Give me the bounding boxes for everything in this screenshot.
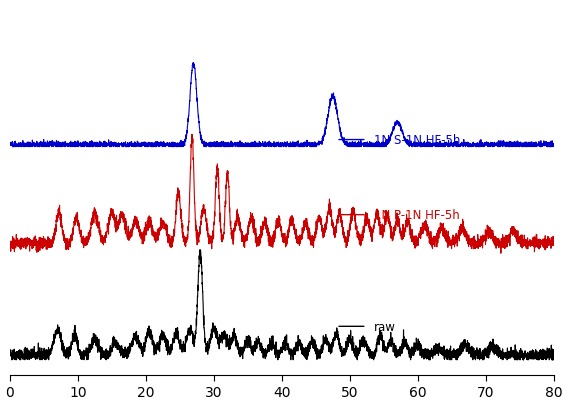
Text: 1N P-1N HF-5h: 1N P-1N HF-5h — [374, 209, 460, 222]
Text: 1N S-1N HF-5h: 1N S-1N HF-5h — [374, 134, 460, 147]
Text: raw: raw — [374, 320, 395, 333]
